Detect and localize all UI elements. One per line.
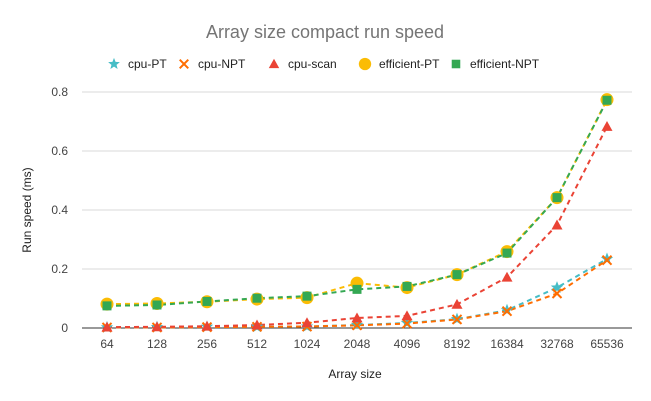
y-tick-label: 0.4: [51, 203, 68, 217]
y-axis-ticks: 0 0.2 0.4 0.6 0.8: [51, 85, 68, 335]
x-marker-stroke: [601, 254, 613, 266]
x-tick-label: 512: [247, 337, 267, 351]
data-point: [501, 305, 513, 317]
data-point: [551, 288, 563, 299]
data-point: [601, 121, 613, 131]
data-point: [401, 318, 413, 329]
legend-label: efficient-PT: [379, 57, 440, 71]
legend-label: cpu-scan: [288, 57, 337, 71]
data-point: [401, 310, 413, 321]
x-tick-label: 32768: [540, 337, 574, 351]
x-tick-label: 64: [100, 337, 114, 351]
x-tick-label: 1024: [294, 337, 321, 351]
data-point: [179, 59, 189, 69]
series-layer: [100, 93, 614, 333]
legend-item: efficient-PT: [358, 57, 440, 71]
data-point: [600, 252, 614, 265]
y-tick-label: 0.8: [51, 85, 68, 99]
x-axis-ticks: 64 128 256 512 1024 2048 4096 8192 16384 32768 655…: [100, 337, 624, 351]
data-point: [502, 248, 512, 258]
data-point: [351, 312, 363, 323]
data-point: [251, 319, 263, 330]
data-point: [452, 270, 462, 280]
legend: cpu-PT cpu-NPT cpu-scan efficient-PT efficie…: [108, 57, 540, 71]
x-tick-label: 16384: [490, 337, 524, 351]
x-tick-label: 65536: [590, 337, 624, 351]
series-cpu-scan: [106, 126, 608, 329]
y-tick-label: 0.2: [51, 262, 68, 276]
data-point: [551, 219, 563, 230]
data-point: [151, 321, 163, 332]
x-tick-label: 2048: [344, 337, 371, 351]
legend-label: efficient-NPT: [470, 57, 540, 71]
y-tick-label: 0: [61, 321, 68, 335]
series-line: [106, 126, 608, 329]
legend-item: efficient-NPT: [451, 57, 540, 71]
legend-label: cpu-PT: [128, 57, 167, 71]
legend-item: cpu-scan: [268, 57, 337, 71]
data-point: [451, 59, 461, 69]
data-point: [202, 296, 212, 306]
series-line: [106, 99, 608, 307]
data-point: [358, 57, 372, 71]
data-point: [201, 320, 213, 331]
legend-item: cpu-PT: [108, 57, 167, 71]
data-point: [301, 317, 313, 328]
data-point: [102, 301, 112, 311]
x-tick-label: 8192: [444, 337, 471, 351]
data-point: [252, 293, 262, 303]
data-point: [552, 193, 562, 203]
data-point: [108, 57, 120, 69]
x-tick-label: 256: [197, 337, 217, 351]
data-point: [302, 291, 312, 301]
series-markers-cpu-scan: [101, 121, 613, 332]
data-point: [501, 271, 513, 282]
data-point: [550, 281, 564, 293]
data-point: [402, 281, 412, 291]
x-marker-stroke: [451, 314, 463, 325]
x-axis-label: Array size: [328, 367, 382, 381]
x-marker-stroke: [179, 59, 189, 69]
x-marker-stroke: [501, 305, 513, 317]
legend-item: cpu-NPT: [179, 57, 246, 71]
series-efficient-NPT: [106, 99, 608, 307]
data-point: [101, 321, 113, 332]
x-marker-stroke: [401, 318, 413, 329]
data-point: [601, 254, 613, 266]
data-point: [268, 58, 280, 69]
legend-label: cpu-NPT: [198, 57, 246, 71]
chart-title: Array size compact run speed: [206, 22, 444, 42]
x-tick-label: 128: [147, 337, 167, 351]
data-point: [500, 303, 514, 316]
data-point: [152, 300, 162, 310]
series-markers-efficient-NPT: [102, 95, 612, 311]
data-point: [451, 298, 463, 309]
x-marker-stroke: [551, 288, 563, 299]
data-point: [602, 95, 612, 105]
y-tick-label: 0.6: [51, 144, 68, 158]
x-tick-label: 4096: [394, 337, 421, 351]
y-axis-label: Run speed (ms): [20, 167, 34, 252]
data-point: [352, 284, 362, 294]
data-point: [451, 314, 463, 325]
